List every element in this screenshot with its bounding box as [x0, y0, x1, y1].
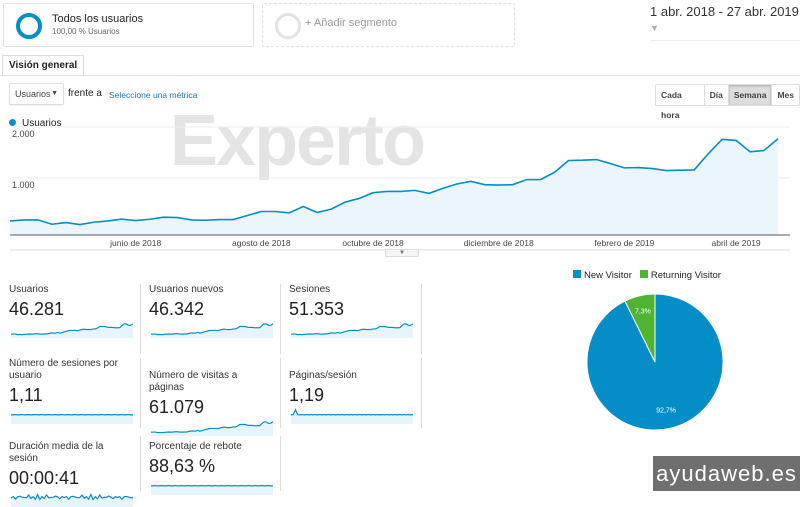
metric-value: 46.281	[9, 299, 147, 320]
divider	[280, 284, 281, 354]
visitor-pie-chart[interactable]: 92,7% 7,3%	[580, 290, 730, 435]
granularity-week[interactable]: Semana	[728, 85, 772, 105]
metric-label: Usuarios	[9, 284, 147, 296]
legend-label: New Visitor	[584, 270, 632, 281]
metric-value: 1,11	[9, 385, 147, 406]
metric-value: 88,63 %	[149, 456, 287, 477]
metric-label: Usuarios nuevos	[149, 284, 287, 296]
chart-expand-handle[interactable]: ▼	[385, 249, 419, 257]
divider	[421, 358, 422, 428]
tab-overview[interactable]: Visión general	[2, 55, 84, 76]
granularity-buttons: Cada hora Día Semana Mes	[655, 84, 800, 106]
metric-label: Duración media de la sesión	[9, 441, 119, 465]
date-range-picker[interactable]: 1 abr. 2018 - 27 abr. 2019 ▼	[650, 4, 800, 41]
x-tick-label: abril de 2019	[712, 238, 761, 248]
select-metric-link[interactable]: Seleccione una métrica	[109, 90, 197, 100]
pie-slice-label: 92,7%	[656, 408, 676, 415]
sparkline-fill	[11, 415, 133, 424]
metric-label: Número de sesiones por usuario	[9, 358, 119, 382]
date-range-text: 1 abr. 2018 - 27 abr. 2019	[650, 4, 799, 19]
x-tick-label: febrero de 2019	[594, 238, 654, 248]
sparkline	[149, 320, 275, 338]
legend-label: Returning Visitor	[651, 270, 721, 281]
metric-value: 61.079	[149, 397, 287, 418]
metric-card[interactable]: Duración media de la sesión 00:00:41	[9, 441, 147, 501]
add-segment-button[interactable]: + Añadir segmento	[262, 3, 515, 47]
metric-label: Porcentaje de rebote	[149, 441, 287, 453]
divider	[280, 358, 281, 428]
divider	[140, 284, 141, 354]
metric-card[interactable]: Porcentaje de rebote 88,63 %	[149, 441, 287, 501]
x-tick-label: junio de 2018	[109, 238, 161, 248]
sparkline	[9, 406, 135, 424]
metric-label: Sesiones	[289, 284, 427, 296]
sparkline	[9, 320, 135, 338]
metric-card[interactable]: Usuarios 46.281	[9, 284, 147, 344]
sparkline	[149, 418, 275, 436]
pie-legend: New Visitor Returning Visitor	[573, 270, 721, 281]
legend-returning-visitor: Returning Visitor	[640, 270, 721, 281]
empty-ring-icon	[275, 13, 301, 39]
metric-value: 1,19	[289, 385, 427, 406]
area-fill	[10, 139, 778, 235]
divider	[140, 358, 141, 428]
segment-subtitle: 100,00 % Usuarios	[52, 27, 120, 36]
sparkline	[289, 320, 415, 338]
sparkline	[149, 477, 275, 495]
divider	[140, 436, 141, 491]
metric-select-value: Usuarios	[15, 89, 51, 99]
divider	[421, 284, 422, 354]
sparkline-fill	[291, 410, 413, 424]
x-tick-label: octubre de 2018	[342, 238, 404, 248]
granularity-day[interactable]: Día	[704, 85, 728, 105]
metric-card[interactable]: Número de sesiones por usuario 1,11	[9, 358, 147, 418]
tab-divider	[0, 75, 800, 76]
x-tick-label: diciembre de 2018	[464, 238, 534, 248]
versus-label: frente a	[68, 88, 102, 99]
x-tick-label: agosto de 2018	[232, 238, 291, 248]
metric-select[interactable]: Usuarios▼	[9, 83, 64, 105]
users-line-chart[interactable]: 1.000 2.000 junio de 2018 agosto de 2018 oct…	[0, 125, 800, 255]
y-tick-label: 2.000	[12, 129, 35, 139]
chevron-down-icon: ▼	[650, 23, 659, 33]
divider	[280, 436, 281, 491]
y-tick-label: 1.000	[12, 180, 35, 190]
segment-all-users[interactable]: Todos los usuarios 100,00 % Usuarios	[3, 3, 254, 47]
granularity-hourly[interactable]: Cada hora	[656, 85, 704, 105]
segment-title: Todos los usuarios	[52, 13, 143, 25]
metric-card[interactable]: Páginas/sesión 1,19	[289, 358, 427, 418]
metric-value: 51.353	[289, 299, 427, 320]
add-segment-label: + Añadir segmento	[305, 17, 397, 29]
caret-down-icon: ▼	[51, 84, 58, 104]
metric-label: Páginas/sesión	[289, 370, 427, 382]
metric-card[interactable]: Número de visitas a páginas 61.079	[149, 358, 287, 418]
metric-value: 00:00:41	[9, 468, 147, 489]
granularity-month[interactable]: Mes	[771, 85, 799, 105]
brand-logo: ayudaweb.es	[653, 456, 800, 491]
legend-new-visitor: New Visitor	[573, 270, 632, 281]
segment-ring-icon	[16, 13, 42, 39]
metric-label: Número de visitas a páginas	[149, 370, 259, 394]
sparkline	[9, 489, 135, 507]
sparkline	[289, 406, 415, 424]
sparkline-fill	[151, 486, 273, 495]
metric-value: 46.342	[149, 299, 287, 320]
pie-slice-label: 7,3%	[635, 308, 651, 315]
metric-card[interactable]: Usuarios nuevos 46.342	[149, 284, 287, 344]
sparkline-line	[291, 410, 413, 415]
metric-card[interactable]: Sesiones 51.353	[289, 284, 427, 344]
